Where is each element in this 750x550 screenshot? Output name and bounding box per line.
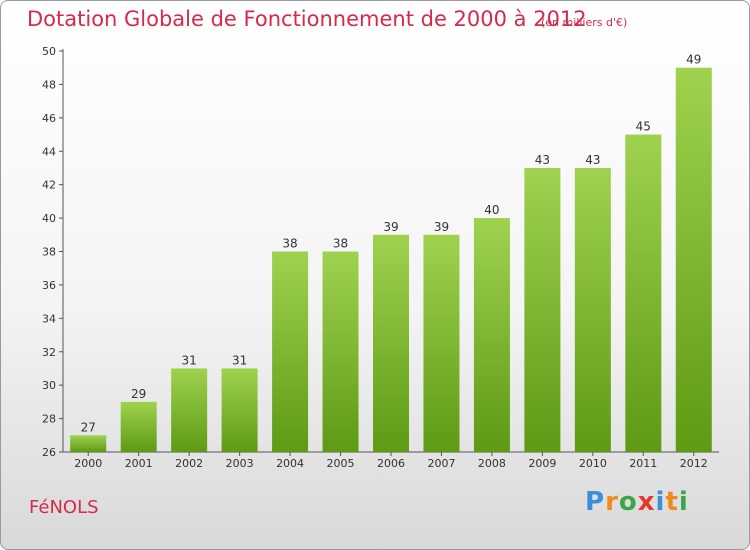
y-tick-label: 34 bbox=[42, 312, 56, 325]
logo-letter: x bbox=[637, 487, 656, 517]
data-label-2005: 38 bbox=[333, 237, 348, 251]
data-label-2002: 31 bbox=[182, 353, 197, 367]
x-tick-label: 2002 bbox=[175, 457, 203, 470]
x-tick-label: 2011 bbox=[629, 457, 657, 470]
data-label-2008: 40 bbox=[484, 203, 499, 217]
data-label-2012: 49 bbox=[686, 53, 701, 67]
x-tick-label: 2012 bbox=[680, 457, 708, 470]
y-tick-label: 48 bbox=[42, 78, 56, 91]
bar-2007 bbox=[423, 234, 460, 452]
y-tick-label: 40 bbox=[42, 212, 56, 225]
bar-2002 bbox=[171, 368, 208, 452]
x-tick-label: 2000 bbox=[74, 457, 102, 470]
y-tick-label: 28 bbox=[42, 413, 56, 426]
y-tick-label: 30 bbox=[42, 379, 56, 392]
proxiti-logo: Proxiti bbox=[585, 487, 689, 517]
x-tick-label: 2001 bbox=[125, 457, 153, 470]
x-tick-label: 2010 bbox=[579, 457, 607, 470]
data-label-2009: 43 bbox=[535, 153, 550, 167]
y-tick-label: 44 bbox=[42, 145, 56, 158]
x-tick-label: 2004 bbox=[276, 457, 304, 470]
logo-letter: o bbox=[618, 487, 638, 517]
logo-letter: P bbox=[585, 487, 606, 517]
data-label-2003: 31 bbox=[232, 353, 247, 367]
bar-2006 bbox=[373, 234, 409, 452]
x-tick-label: 2009 bbox=[528, 457, 556, 470]
y-tick-label: 50 bbox=[42, 45, 56, 58]
y-tick-label: 32 bbox=[42, 346, 56, 359]
data-label-2006: 39 bbox=[383, 220, 398, 234]
bar-2009 bbox=[524, 167, 561, 453]
x-tick-label: 2005 bbox=[327, 457, 355, 470]
chart-subtitle: (en milliers d'€) bbox=[541, 16, 628, 29]
data-label-2000: 27 bbox=[81, 420, 96, 434]
data-label-2004: 38 bbox=[282, 237, 297, 251]
y-tick-label: 26 bbox=[42, 446, 56, 459]
logo-letter: r bbox=[605, 487, 619, 517]
bar-2004 bbox=[272, 251, 309, 452]
logo-letter: i bbox=[655, 487, 666, 517]
data-label-2011: 45 bbox=[636, 120, 651, 134]
bar-2010 bbox=[574, 167, 611, 453]
data-label-2010: 43 bbox=[585, 153, 600, 167]
logo-letter: t bbox=[665, 487, 679, 517]
data-label-2007: 39 bbox=[434, 220, 449, 234]
bar-2008 bbox=[473, 218, 510, 452]
x-tick-label: 2007 bbox=[427, 457, 455, 470]
bar-2011 bbox=[625, 134, 662, 452]
bar-2001 bbox=[120, 401, 157, 452]
y-tick-label: 38 bbox=[42, 246, 56, 259]
bar-2012 bbox=[675, 67, 712, 452]
commune-name: FéNOLS bbox=[29, 497, 99, 518]
bar-2005 bbox=[322, 251, 359, 452]
data-label-2001: 29 bbox=[131, 387, 146, 401]
bar-2000 bbox=[70, 435, 107, 452]
y-tick-label: 42 bbox=[42, 179, 56, 192]
y-tick-label: 46 bbox=[42, 112, 56, 125]
x-tick-label: 2006 bbox=[377, 457, 405, 470]
bar-2003 bbox=[221, 368, 258, 452]
x-tick-label: 2008 bbox=[478, 457, 506, 470]
chart-title: Dotation Globale de Fonctionnement de 20… bbox=[27, 7, 587, 31]
logo-letter: i bbox=[678, 487, 689, 517]
x-tick-label: 2003 bbox=[226, 457, 254, 470]
y-tick-label: 36 bbox=[42, 279, 56, 292]
